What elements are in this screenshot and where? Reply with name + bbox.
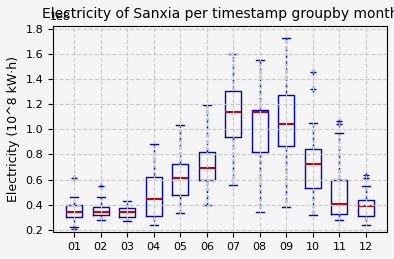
Y-axis label: Electricity (10^8 kW·h): Electricity (10^8 kW·h) [7, 56, 20, 202]
Title: Electricity of Sanxia per timestamp groupby month: Electricity of Sanxia per timestamp grou… [42, 7, 394, 21]
Text: 1e8: 1e8 [50, 12, 71, 22]
